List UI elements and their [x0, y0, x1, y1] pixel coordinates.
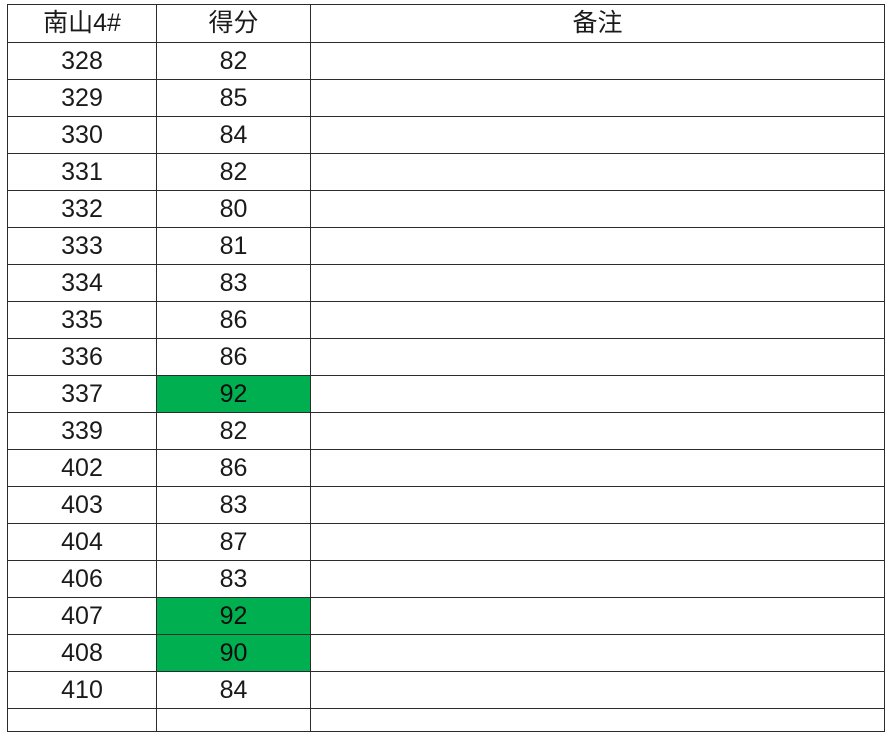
cell-id[interactable]: 402	[7, 449, 157, 487]
table-row: 330 84	[7, 116, 885, 154]
cell-id[interactable]: 329	[7, 79, 157, 117]
cell-note[interactable]	[310, 301, 885, 339]
table-row: 403 83	[7, 486, 885, 524]
cell-note[interactable]	[310, 153, 885, 191]
cell-score[interactable]: 80	[156, 190, 311, 228]
cell-note[interactable]	[310, 560, 885, 598]
table-row: 333 81	[7, 227, 885, 265]
cell-note[interactable]	[310, 338, 885, 376]
cell-id[interactable]: 337	[7, 375, 157, 413]
cell-score-highlighted[interactable]: 92	[156, 597, 311, 635]
cell-note[interactable]	[310, 190, 885, 228]
spreadsheet-area: 南山4# 得分 备注 328 82 329 85 330 84 331 82 332 80 333 8…	[7, 4, 885, 732]
header-row: 南山4# 得分 备注	[7, 4, 885, 43]
cell-id[interactable]: 330	[7, 116, 157, 154]
cell-note[interactable]	[310, 634, 885, 672]
table-body: 328 82 329 85 330 84 331 82 332 80 333 81 334 83 335 86…	[7, 42, 885, 732]
cell-score[interactable]: 82	[156, 42, 311, 80]
cell-id[interactable]: 328	[7, 42, 157, 80]
cell-score[interactable]: 85	[156, 79, 311, 117]
cell-id[interactable]	[7, 708, 157, 732]
cell-note[interactable]	[310, 486, 885, 524]
cell-id[interactable]: 406	[7, 560, 157, 598]
score-table: 南山4# 得分 备注 328 82 329 85 330 84 331 82 332 80 333 8…	[7, 4, 885, 732]
cell-score[interactable]: 84	[156, 671, 311, 709]
cell-score[interactable]: 83	[156, 264, 311, 302]
cell-note[interactable]	[310, 523, 885, 561]
cell-note[interactable]	[310, 79, 885, 117]
table-row: 328 82	[7, 42, 885, 80]
table-row: 335 86	[7, 301, 885, 339]
cell-id[interactable]: 336	[7, 338, 157, 376]
table-row: 337 92	[7, 375, 885, 413]
cell-score[interactable]: 86	[156, 338, 311, 376]
table-row: 402 86	[7, 449, 885, 487]
cell-note[interactable]	[310, 264, 885, 302]
table-row: 336 86	[7, 338, 885, 376]
cell-score[interactable]: 82	[156, 412, 311, 450]
cell-id[interactable]: 403	[7, 486, 157, 524]
cell-score[interactable]: 86	[156, 301, 311, 339]
cell-note[interactable]	[310, 375, 885, 413]
cell-id[interactable]: 408	[7, 634, 157, 672]
table-row: 410 84	[7, 671, 885, 709]
column-header-note[interactable]: 备注	[310, 4, 885, 43]
cell-id[interactable]: 410	[7, 671, 157, 709]
table-row: 407 92	[7, 597, 885, 635]
cell-note[interactable]	[310, 708, 885, 732]
table-row: 404 87	[7, 523, 885, 561]
cell-id[interactable]: 331	[7, 153, 157, 191]
cell-note[interactable]	[310, 597, 885, 635]
cell-id[interactable]: 404	[7, 523, 157, 561]
column-header-score[interactable]: 得分	[156, 4, 311, 43]
cell-note[interactable]	[310, 42, 885, 80]
cell-id[interactable]: 339	[7, 412, 157, 450]
cell-score-highlighted[interactable]: 92	[156, 375, 311, 413]
table-row: 331 82	[7, 153, 885, 191]
cell-id[interactable]: 334	[7, 264, 157, 302]
table-row: 339 82	[7, 412, 885, 450]
cell-id[interactable]: 332	[7, 190, 157, 228]
table-row: 408 90	[7, 634, 885, 672]
table-row: 334 83	[7, 264, 885, 302]
cell-note[interactable]	[310, 227, 885, 265]
cell-id[interactable]: 335	[7, 301, 157, 339]
cell-score[interactable]: 86	[156, 449, 311, 487]
cell-note[interactable]	[310, 412, 885, 450]
cell-id[interactable]: 407	[7, 597, 157, 635]
table-header: 南山4# 得分 备注	[7, 4, 885, 43]
cell-score[interactable]: 84	[156, 116, 311, 154]
cell-score-highlighted[interactable]: 90	[156, 634, 311, 672]
cell-score[interactable]: 82	[156, 153, 311, 191]
cell-score[interactable]	[156, 708, 311, 732]
cell-score[interactable]: 87	[156, 523, 311, 561]
column-header-id[interactable]: 南山4#	[7, 4, 157, 43]
table-row: 406 83	[7, 560, 885, 598]
cell-score[interactable]: 83	[156, 560, 311, 598]
table-row	[7, 708, 885, 732]
cell-id[interactable]: 333	[7, 227, 157, 265]
table-row: 329 85	[7, 79, 885, 117]
table-row: 332 80	[7, 190, 885, 228]
cell-note[interactable]	[310, 449, 885, 487]
cell-note[interactable]	[310, 671, 885, 709]
cell-score[interactable]: 81	[156, 227, 311, 265]
cell-score[interactable]: 83	[156, 486, 311, 524]
cell-note[interactable]	[310, 116, 885, 154]
